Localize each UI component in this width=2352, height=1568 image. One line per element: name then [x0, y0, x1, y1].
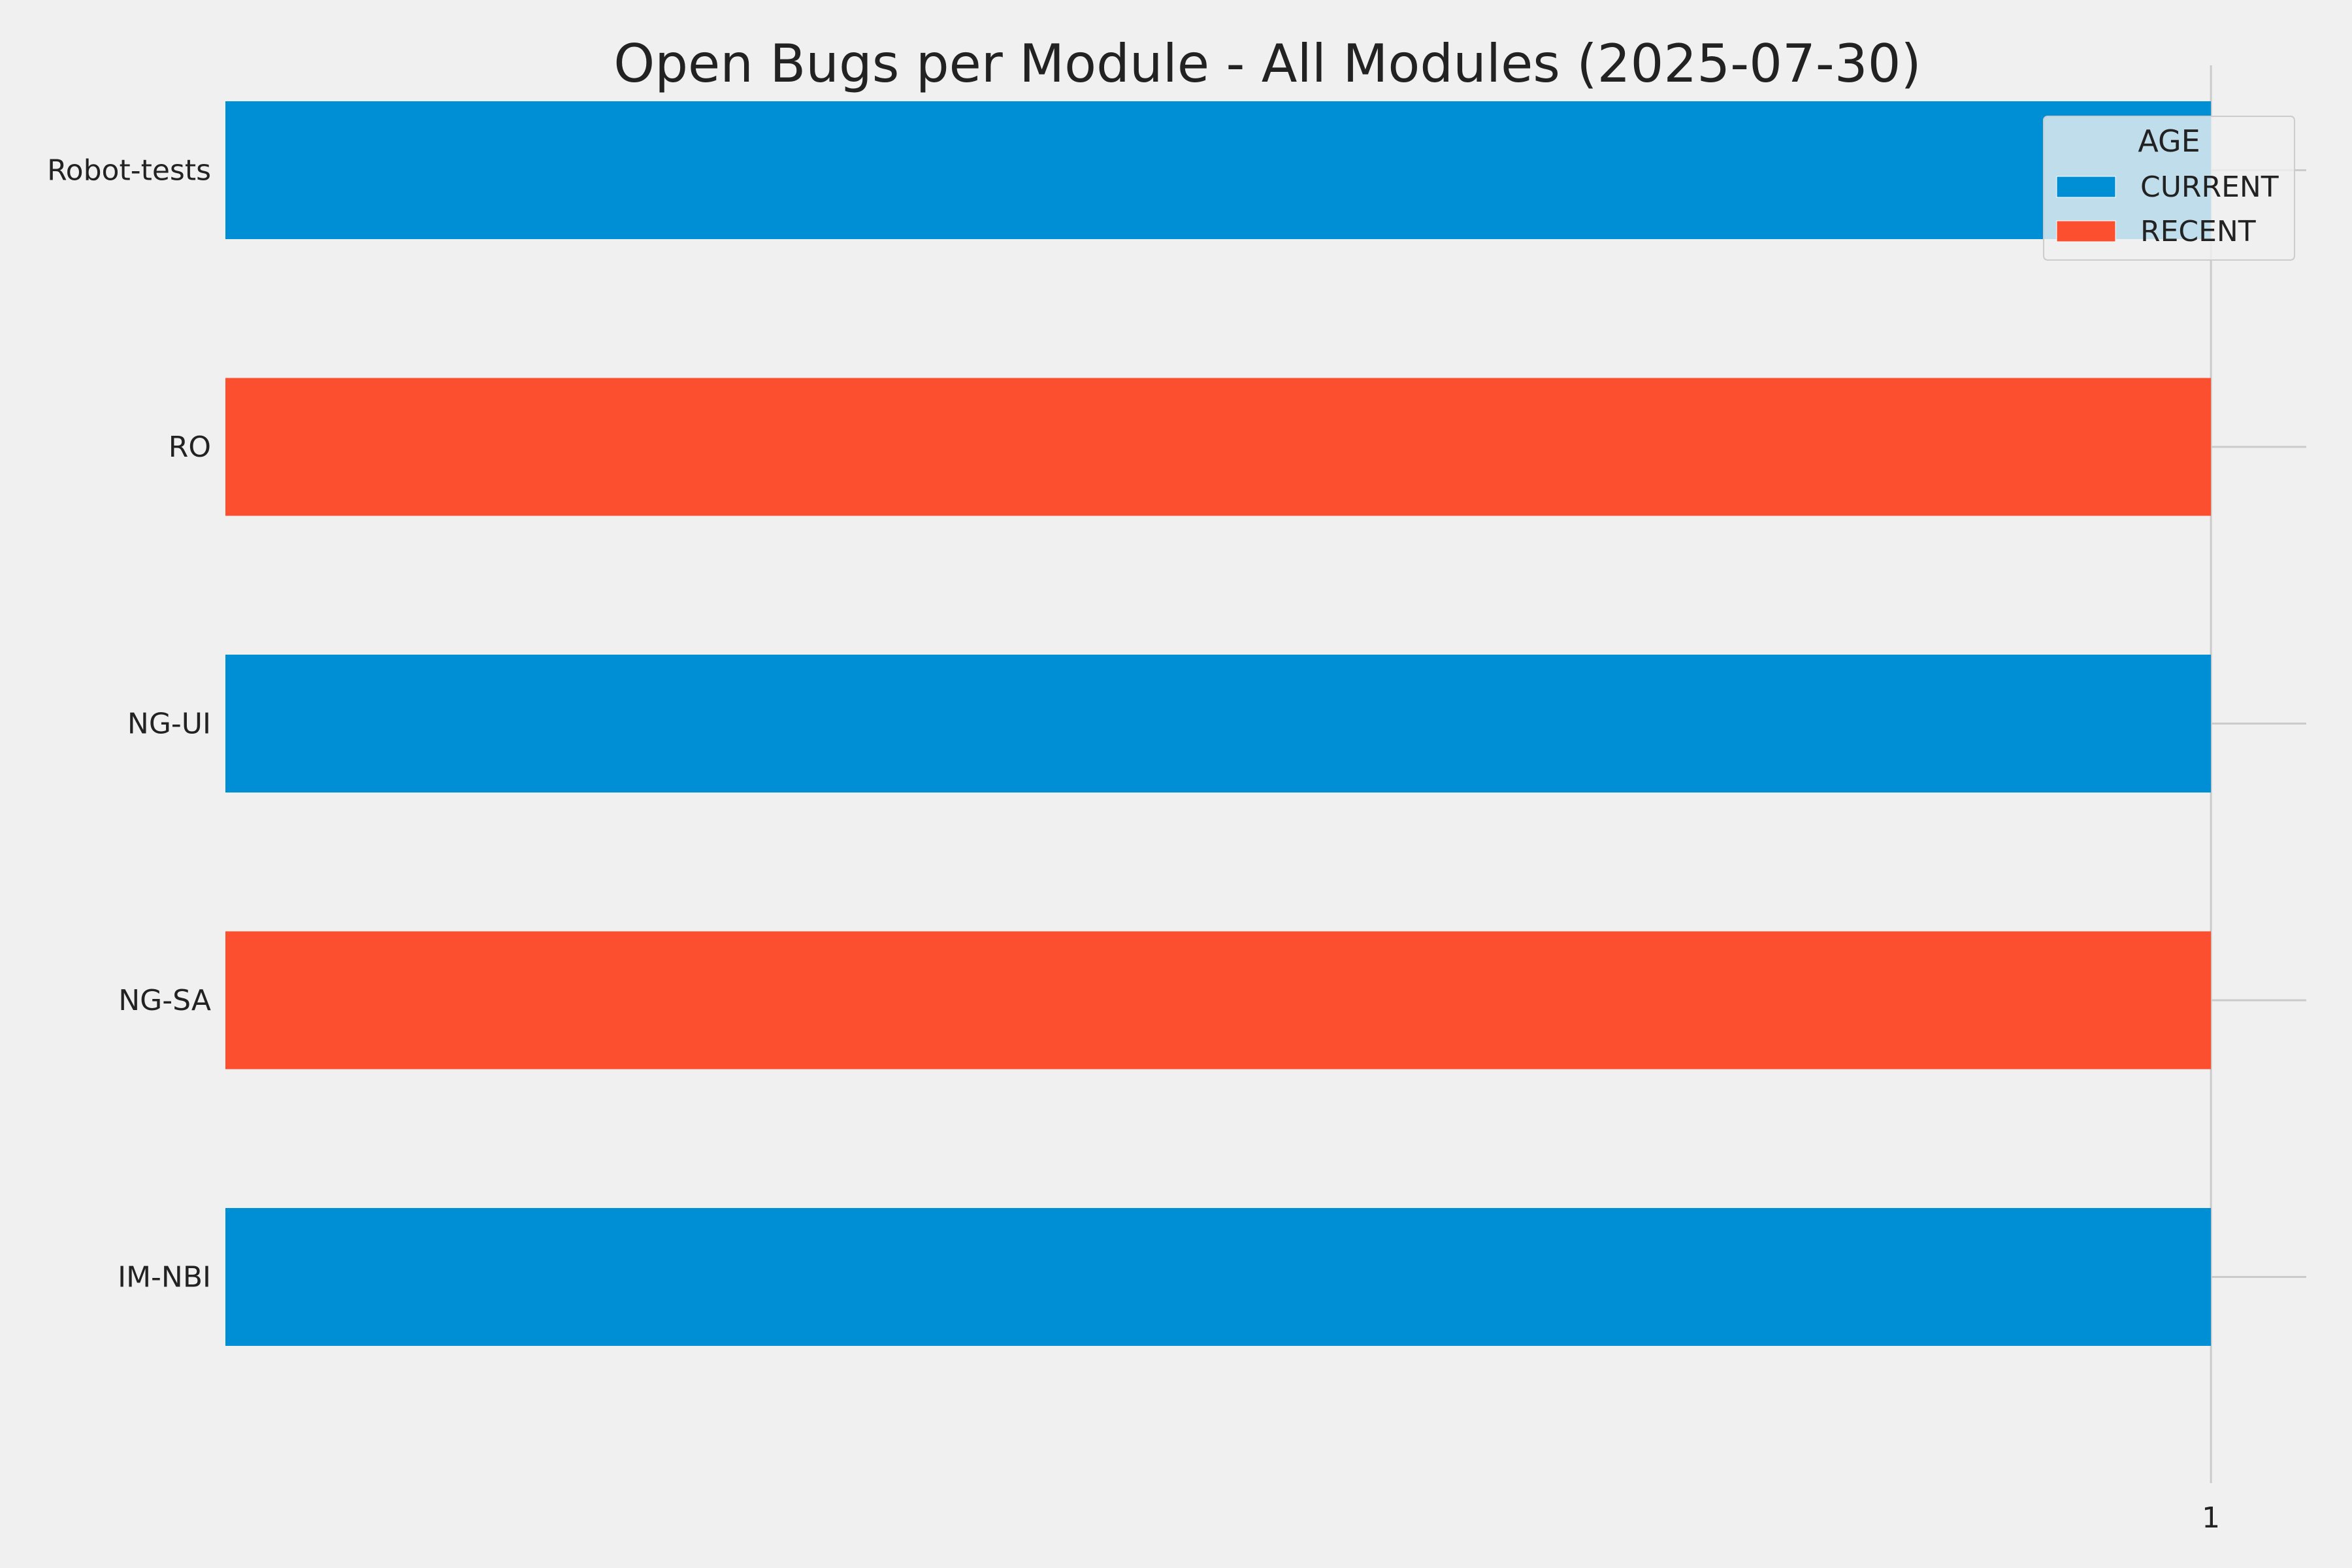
y-tick-label: Robot-tests [47, 154, 211, 188]
bar-ng-sa [225, 931, 2212, 1070]
chart-title: Open Bugs per Module - All Modules (2025… [613, 33, 1921, 94]
label-layer: 1 Robot-tests RO NG-UI NG-SA IM-NBI [47, 154, 2220, 1535]
bar-layer [225, 101, 2212, 1346]
bar-ng-ui [225, 655, 2212, 792]
legend-label-recent: RECENT [2140, 215, 2256, 248]
bar-robot-tests [225, 101, 2212, 239]
legend-swatch-recent [2056, 220, 2116, 242]
x-tick-label: 1 [2202, 1501, 2220, 1535]
y-tick-label: NG-UI [127, 708, 211, 741]
legend-label-current: CURRENT [2140, 171, 2279, 204]
y-tick-label: NG-SA [118, 984, 211, 1017]
y-tick-label: IM-NBI [118, 1261, 211, 1294]
legend-title: AGE [2138, 123, 2200, 159]
legend: AGE CURRENT RECENT [2043, 116, 2295, 261]
legend-swatch-current [2056, 176, 2116, 198]
y-tick-label: RO [169, 431, 211, 464]
bar-im-nbi [225, 1208, 2212, 1346]
bar-ro [225, 378, 2212, 516]
legend-items: CURRENT RECENT [2056, 171, 2279, 248]
